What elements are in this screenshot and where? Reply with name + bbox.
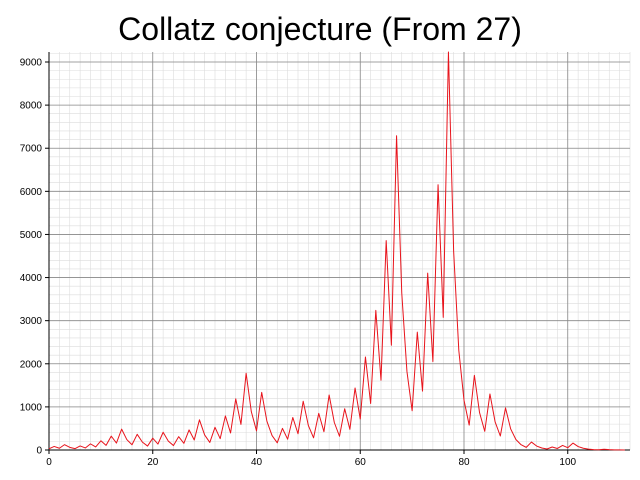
tick-labels: 0 20 40 60 80 1000100020003000400050006000700… xyxy=(20,58,577,468)
y-tick-label: 8000 xyxy=(20,101,43,112)
y-tick-label: 3000 xyxy=(20,316,43,327)
y-tick-label: 7000 xyxy=(20,144,43,155)
minor-grid xyxy=(48,52,631,451)
y-tick-label: 6000 xyxy=(20,187,43,198)
x-tick-label: 100 xyxy=(559,457,576,468)
y-tick-label: 0 xyxy=(36,446,42,457)
y-tick-label: 5000 xyxy=(20,230,43,241)
series-group xyxy=(48,51,625,451)
y-tick-label: 1000 xyxy=(20,402,43,413)
x-tick-label: 80 xyxy=(458,457,470,468)
x-tick-label: 40 xyxy=(251,457,263,468)
x-tick-label: 20 xyxy=(147,457,159,468)
x-tick-label: 0 xyxy=(46,457,52,468)
series-line xyxy=(48,51,625,451)
chart-title: Collatz conjecture (From 27) xyxy=(118,11,522,47)
axes xyxy=(45,52,630,454)
x-tick-label: 60 xyxy=(355,457,367,468)
y-tick-label: 9000 xyxy=(20,58,43,69)
y-tick-label: 4000 xyxy=(20,273,43,284)
y-tick-label: 2000 xyxy=(20,359,43,370)
